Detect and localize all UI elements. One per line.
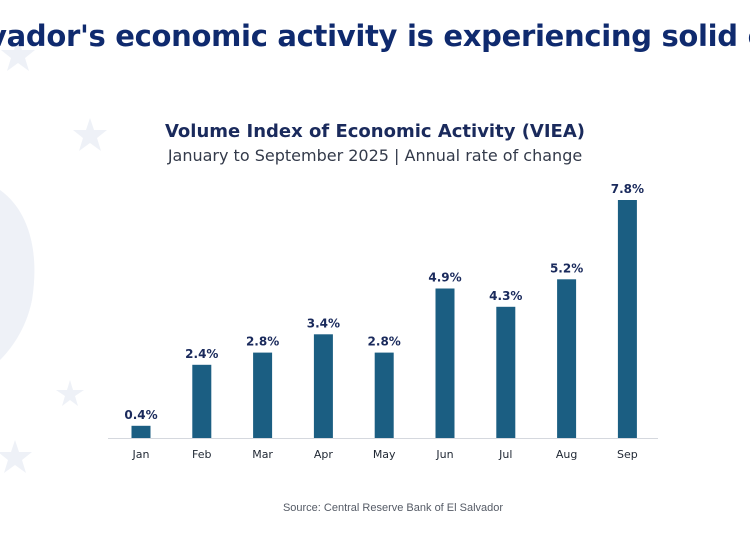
x-tick-label-aug: Aug xyxy=(556,448,577,461)
x-tick-label-may: May xyxy=(373,448,396,461)
data-label-mar: 2.8% xyxy=(246,335,279,349)
data-label-sep: 7.8% xyxy=(611,182,644,196)
laurel-icon xyxy=(0,190,35,360)
star-icon xyxy=(56,380,84,406)
bar-aug xyxy=(557,279,577,438)
source-note: Source: Central Reserve Bank of El Salva… xyxy=(282,502,504,514)
bar-sep xyxy=(617,200,637,438)
data-label-apr: 3.4% xyxy=(307,316,340,330)
x-tick-label-jul: Jul xyxy=(498,448,512,461)
x-tick-label-mar: Mar xyxy=(252,448,273,461)
headline: vador's economic activity is experiencin… xyxy=(0,19,750,53)
bar-feb xyxy=(192,364,212,438)
bar-jun xyxy=(435,288,455,438)
bar-mar xyxy=(253,352,273,438)
x-tick-label-feb: Feb xyxy=(192,448,211,461)
bar-apr xyxy=(313,334,333,438)
x-tick-label-apr: Apr xyxy=(314,448,334,461)
data-label-jul: 4.3% xyxy=(489,289,522,303)
data-label-feb: 2.4% xyxy=(185,347,218,361)
data-label-jun: 4.9% xyxy=(428,271,461,285)
data-label-aug: 5.2% xyxy=(550,261,583,275)
bar-may xyxy=(374,352,394,438)
x-tick-label-jan: Jan xyxy=(132,448,150,461)
chart-subtitle: January to September 2025 | Annual rate … xyxy=(167,146,583,165)
data-label-may: 2.8% xyxy=(368,335,401,349)
chart-title: Volume Index of Economic Activity (VIEA) xyxy=(164,121,586,142)
star-icon xyxy=(73,118,107,151)
star-icon xyxy=(0,440,32,473)
bar-jul xyxy=(496,306,516,438)
star-icon xyxy=(1,38,35,71)
x-tick-label-sep: Sep xyxy=(617,448,638,461)
data-label-jan: 0.4% xyxy=(124,408,157,422)
x-tick-label-jun: Jun xyxy=(435,448,453,461)
bar-jan xyxy=(131,425,151,438)
